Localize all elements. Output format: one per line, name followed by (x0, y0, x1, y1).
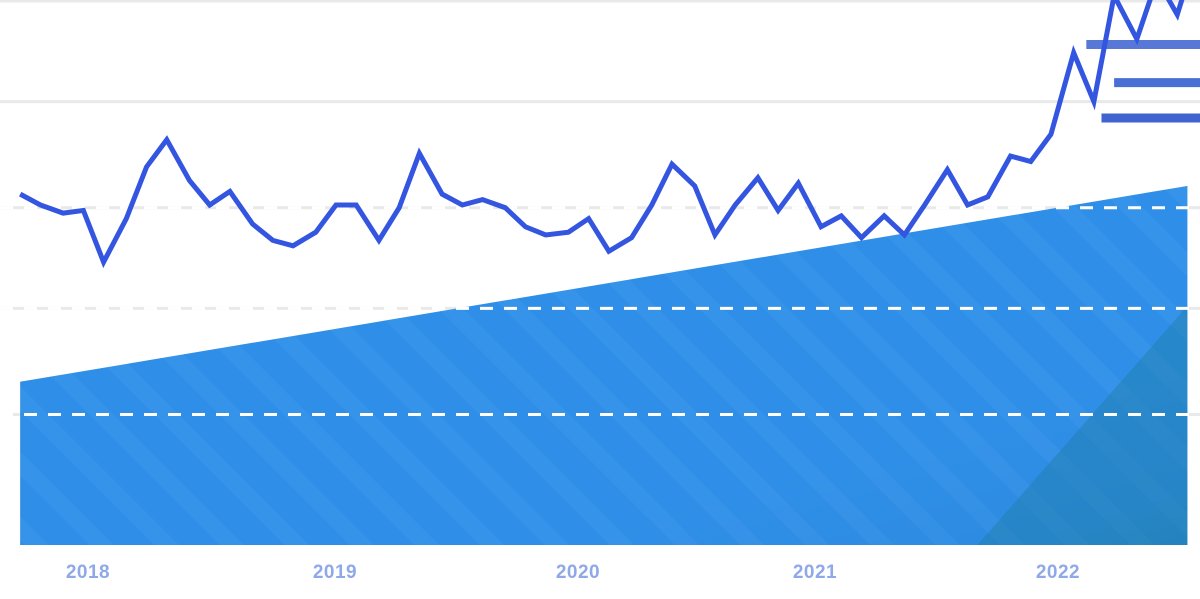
area-band-group (20, 185, 1188, 545)
x-axis-tick-label-2019: 2019 (313, 562, 357, 583)
area-band-corner-accent (977, 305, 1188, 545)
area-band-stripes (20, 185, 1188, 545)
x-axis-tick-label-2021: 2021 (793, 562, 837, 583)
x-axis-tick-labels: 2018 2019 2020 2021 2022 (66, 562, 1080, 583)
x-axis-tick-label-2018: 2018 (66, 562, 110, 583)
price-line-series (19, 0, 1185, 269)
x-axis-tick-label-2022: 2022 (1036, 562, 1080, 583)
x-axis-tick-label-2020: 2020 (556, 562, 600, 583)
dashed-reference-lines (0, 206, 1200, 416)
